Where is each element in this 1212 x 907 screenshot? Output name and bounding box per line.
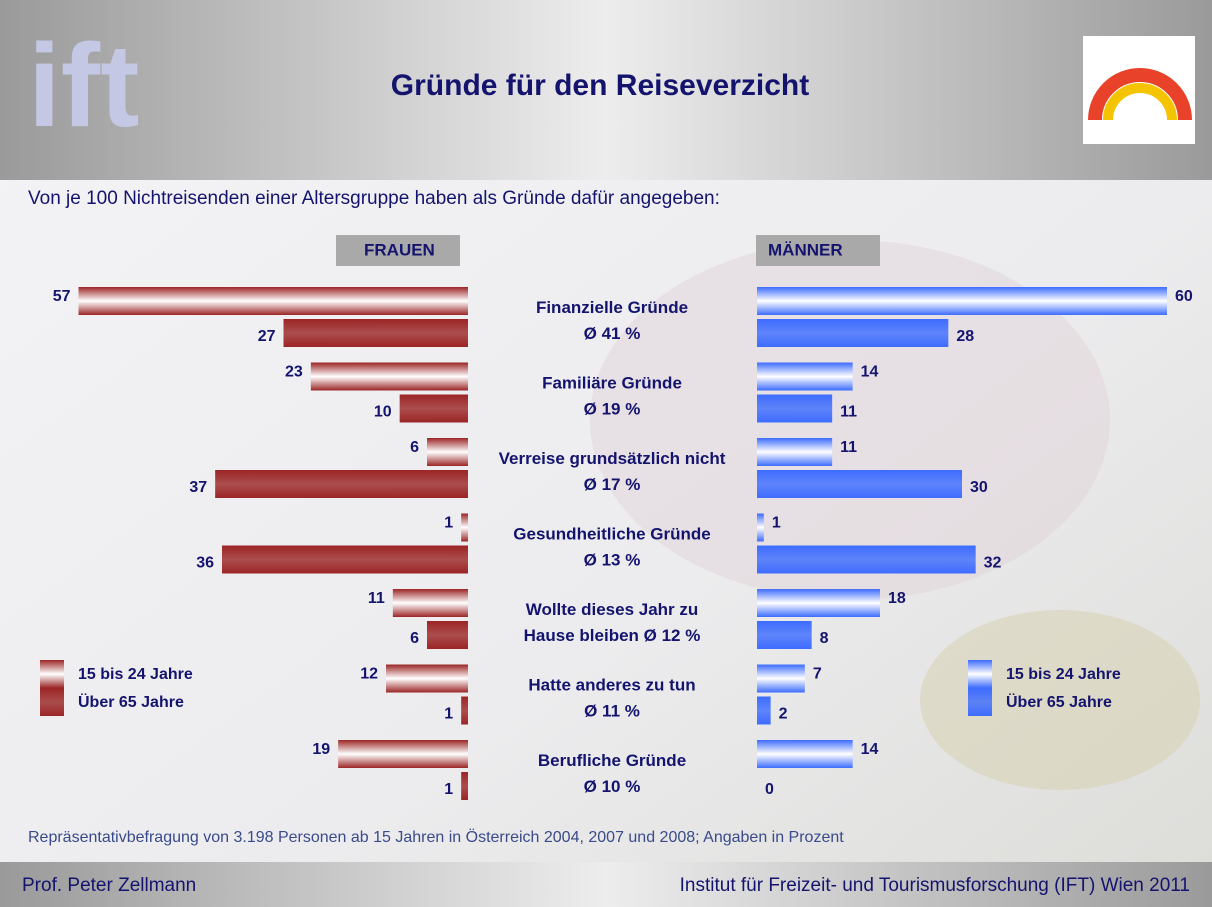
value-label: 60 xyxy=(1175,288,1193,305)
bar xyxy=(222,545,468,574)
bar xyxy=(757,513,764,542)
header-band xyxy=(0,0,1212,180)
value-label: 1 xyxy=(444,515,453,532)
subtitle: Von je 100 Nichtreisenden einer Altersgr… xyxy=(28,188,720,209)
value-label: 18 xyxy=(888,590,906,607)
logo: ift xyxy=(28,20,139,152)
bar xyxy=(757,696,771,725)
value-label: 30 xyxy=(970,479,988,496)
panel-title-box xyxy=(756,235,880,266)
value-label: 1 xyxy=(444,781,453,798)
legend-label: 15 bis 24 Jahre xyxy=(78,666,193,683)
bar xyxy=(386,664,468,693)
value-label: 23 xyxy=(285,364,303,381)
bar xyxy=(461,696,468,725)
panel-title: FRAUEN xyxy=(364,240,435,259)
category-label: Familiäre Gründe Ø 19 % xyxy=(542,374,682,419)
category-label: Wollte dieses Jahr zu Hause bleiben Ø 12 … xyxy=(524,600,701,645)
category-label: Verreise grundsätzlich nicht Ø 17 % xyxy=(499,449,726,494)
legend-swatch xyxy=(40,688,64,716)
bar xyxy=(757,621,812,649)
legend-swatch xyxy=(968,688,992,716)
value-label: 8 xyxy=(820,630,829,647)
bar xyxy=(338,740,468,768)
value-label: 12 xyxy=(360,666,378,683)
value-label: 6 xyxy=(410,630,419,647)
value-label: 2 xyxy=(779,706,788,723)
footer-band xyxy=(0,862,1212,907)
value-label: 37 xyxy=(189,479,207,496)
bar xyxy=(310,362,468,391)
bar xyxy=(399,394,468,423)
bar xyxy=(757,664,805,693)
legend-label: 15 bis 24 Jahre xyxy=(1006,666,1121,683)
bar xyxy=(757,740,853,768)
bar xyxy=(283,319,468,347)
legend-swatch xyxy=(40,660,64,688)
footer-left: Prof. Peter Zellmann xyxy=(22,875,196,896)
value-label: 57 xyxy=(53,288,71,305)
value-label: 32 xyxy=(984,555,1002,572)
logo-rainbow xyxy=(1088,68,1192,121)
bar xyxy=(215,470,468,498)
bar xyxy=(757,287,1167,315)
bar xyxy=(757,362,853,391)
coins-image xyxy=(920,610,1200,790)
value-label: 19 xyxy=(312,741,330,758)
bar xyxy=(427,438,468,466)
category-label: Finanzielle Gründe Ø 41 % xyxy=(536,298,688,343)
value-label: 28 xyxy=(956,328,974,345)
bar xyxy=(757,545,976,574)
piggy-bank-image xyxy=(590,240,1110,600)
value-label: 11 xyxy=(840,404,857,421)
value-label: 36 xyxy=(196,555,214,572)
panel-title-box xyxy=(336,235,460,266)
value-label: 27 xyxy=(258,328,276,345)
bar xyxy=(392,589,468,617)
value-label: 11 xyxy=(840,439,857,456)
category-label: Gesundheitliche Gründe Ø 13 % xyxy=(513,525,710,570)
bar xyxy=(461,513,468,542)
value-label: 7 xyxy=(813,666,822,683)
bar xyxy=(427,621,468,649)
value-label: 1 xyxy=(772,515,781,532)
bar xyxy=(757,589,880,617)
legend-swatch xyxy=(968,660,992,688)
legend-label: Über 65 Jahre xyxy=(1006,692,1112,711)
bar xyxy=(757,319,949,347)
logo-rainbow xyxy=(1103,83,1177,121)
legend-label: Über 65 Jahre xyxy=(78,692,184,711)
note: Repräsentativbefragung von 3.198 Persone… xyxy=(28,828,844,846)
bar xyxy=(757,438,833,466)
value-label: 11 xyxy=(368,590,385,607)
value-label: 1 xyxy=(444,706,453,723)
panel-title: MÄNNER xyxy=(768,240,843,259)
category-label: Berufliche Gründe Ø 10 % xyxy=(538,751,686,796)
category-label: Hatte anderes zu tun Ø 11 % xyxy=(528,676,695,721)
value-label: 14 xyxy=(861,741,879,758)
value-label: 6 xyxy=(410,439,419,456)
value-label: 10 xyxy=(374,404,392,421)
bar xyxy=(78,287,468,315)
bar xyxy=(461,772,468,800)
bar xyxy=(757,394,833,423)
title: Gründe für den Reiseverzicht xyxy=(391,69,809,102)
value-label: 14 xyxy=(861,364,879,381)
footer-right: Institut für Freizeit- und Tourismusfors… xyxy=(680,875,1190,896)
bar xyxy=(757,470,962,498)
value-label: 0 xyxy=(765,781,774,798)
